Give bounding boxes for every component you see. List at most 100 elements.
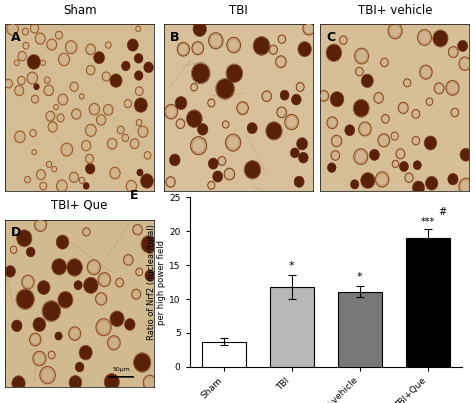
Y-axis label: Ratio of Nrf2 (nuclear/total)
per high power field: Ratio of Nrf2 (nuclear/total) per high p… — [147, 224, 166, 340]
Circle shape — [55, 31, 63, 39]
Circle shape — [32, 26, 37, 31]
Circle shape — [65, 41, 77, 54]
Circle shape — [61, 56, 67, 63]
Circle shape — [26, 178, 29, 182]
Circle shape — [87, 156, 92, 162]
Circle shape — [86, 44, 95, 55]
Circle shape — [420, 33, 429, 42]
Circle shape — [176, 97, 186, 109]
Circle shape — [142, 237, 156, 252]
Circle shape — [382, 114, 389, 123]
Circle shape — [137, 121, 141, 125]
Circle shape — [143, 375, 156, 390]
Circle shape — [57, 236, 68, 248]
Circle shape — [448, 83, 456, 92]
Bar — [406, 238, 450, 367]
Circle shape — [191, 137, 207, 155]
Circle shape — [71, 174, 77, 180]
Circle shape — [37, 221, 44, 229]
Circle shape — [102, 72, 110, 81]
Circle shape — [59, 182, 65, 189]
Circle shape — [425, 137, 436, 149]
Circle shape — [23, 42, 29, 49]
Circle shape — [192, 42, 204, 55]
Circle shape — [226, 134, 241, 151]
Circle shape — [18, 76, 25, 85]
Circle shape — [105, 42, 111, 48]
Circle shape — [46, 161, 52, 168]
Circle shape — [405, 173, 413, 182]
Circle shape — [98, 295, 105, 303]
Circle shape — [29, 75, 36, 82]
Circle shape — [391, 26, 400, 35]
Circle shape — [40, 366, 55, 384]
Circle shape — [105, 106, 111, 113]
Circle shape — [381, 58, 388, 66]
Circle shape — [146, 378, 154, 387]
Text: ***: *** — [420, 216, 435, 226]
Circle shape — [137, 170, 143, 175]
Circle shape — [96, 293, 107, 305]
Circle shape — [15, 131, 25, 143]
Circle shape — [278, 35, 286, 44]
Circle shape — [12, 247, 16, 252]
Circle shape — [29, 333, 41, 346]
Circle shape — [30, 24, 39, 33]
Circle shape — [208, 181, 215, 189]
Circle shape — [414, 161, 421, 169]
Circle shape — [27, 248, 35, 256]
Circle shape — [166, 177, 175, 187]
Circle shape — [400, 162, 408, 171]
Circle shape — [70, 376, 81, 389]
Circle shape — [125, 319, 135, 330]
Circle shape — [135, 226, 140, 233]
Circle shape — [80, 179, 83, 182]
Circle shape — [398, 151, 403, 157]
Circle shape — [208, 99, 215, 107]
Text: *: * — [357, 272, 363, 282]
Circle shape — [45, 77, 50, 83]
Circle shape — [165, 104, 178, 119]
Circle shape — [84, 183, 89, 189]
Circle shape — [122, 62, 129, 70]
Circle shape — [280, 37, 284, 42]
Circle shape — [295, 177, 303, 187]
Circle shape — [224, 122, 228, 127]
Circle shape — [279, 109, 284, 116]
Circle shape — [18, 231, 31, 246]
Circle shape — [32, 336, 39, 343]
Circle shape — [58, 94, 68, 105]
Circle shape — [403, 79, 411, 87]
Circle shape — [88, 67, 93, 73]
Circle shape — [209, 183, 213, 188]
Circle shape — [346, 125, 354, 135]
Circle shape — [72, 84, 77, 89]
Circle shape — [178, 121, 183, 127]
Circle shape — [448, 174, 457, 184]
Circle shape — [126, 101, 130, 106]
Circle shape — [33, 151, 36, 154]
Circle shape — [49, 41, 55, 48]
Circle shape — [30, 130, 36, 137]
Circle shape — [94, 52, 104, 63]
Circle shape — [96, 319, 111, 336]
Circle shape — [58, 116, 63, 120]
Circle shape — [136, 120, 142, 126]
Circle shape — [112, 170, 118, 177]
Circle shape — [7, 22, 18, 35]
Circle shape — [107, 43, 110, 47]
Circle shape — [271, 47, 276, 52]
Circle shape — [98, 117, 104, 123]
Circle shape — [6, 81, 11, 86]
Circle shape — [27, 72, 37, 84]
Circle shape — [19, 53, 25, 59]
Circle shape — [6, 266, 15, 276]
Circle shape — [461, 60, 469, 68]
Circle shape — [303, 22, 315, 35]
Circle shape — [297, 139, 307, 149]
Circle shape — [376, 95, 382, 101]
Circle shape — [392, 160, 399, 168]
Circle shape — [248, 123, 256, 133]
Circle shape — [413, 111, 418, 116]
Circle shape — [99, 322, 108, 332]
